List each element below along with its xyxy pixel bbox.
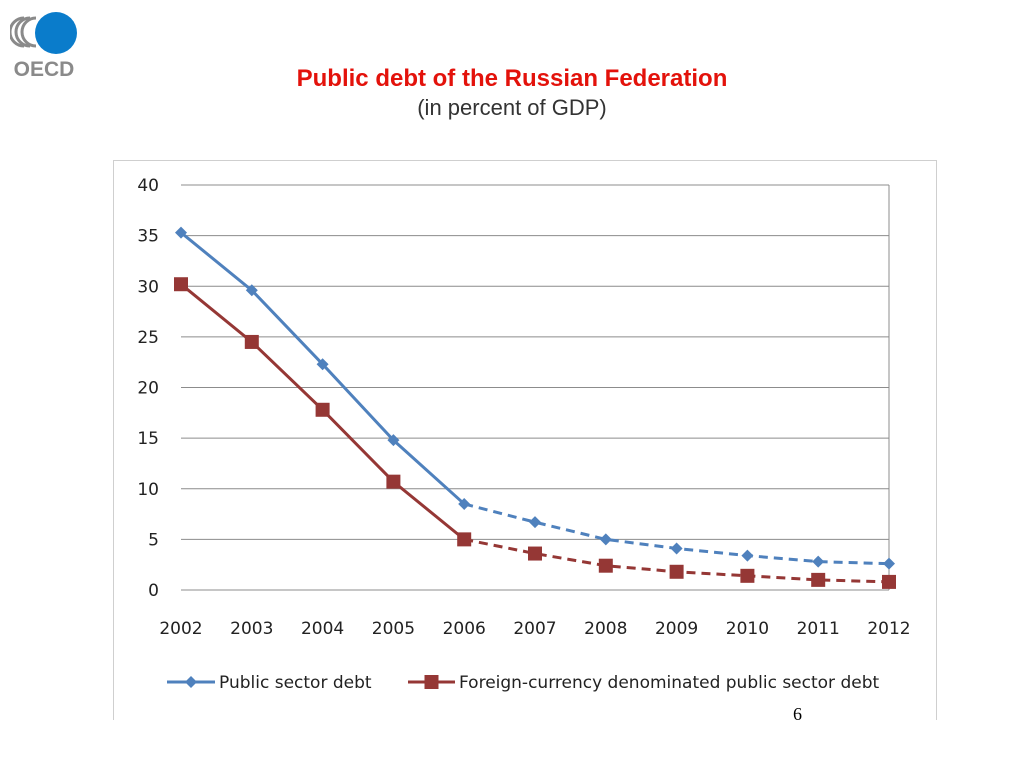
x-tick-label: 2008 [584,619,627,639]
data-point-square [424,675,439,689]
x-tick-label: 2012 [867,619,910,639]
data-point-diamond [175,226,187,239]
data-point-diamond [316,358,329,371]
chart-title: Public debt of the Russian Federation [296,65,728,92]
data-point-square [174,277,188,292]
data-point-diamond [599,533,612,546]
data-point-diamond [741,549,754,562]
data-point-square [740,568,755,583]
y-axis-ticks: 0 5 10 15 20 25 30 35 40 [137,176,159,601]
x-axis-ticks: 2002 2003 2004 2005 2006 2007 2008 2009 2010 2011… [159,619,910,639]
y-tick-label: 35 [137,227,159,247]
y-tick-label: 40 [137,176,159,196]
data-point-square [457,532,472,547]
x-tick-label: 2009 [655,619,698,639]
page-number: 6 [793,704,802,724]
data-point-diamond [387,434,400,447]
data-point-square [598,558,613,573]
series-line-projection [463,502,890,566]
data-point-square [528,546,542,561]
data-point-square [386,474,401,489]
data-point-diamond [529,516,541,529]
x-tick-label: 2006 [443,619,486,639]
series-1 [175,226,895,570]
data-point-diamond [812,555,825,568]
data-point-square [811,572,826,587]
chart-legend: Public sector debt Foreign-currency denom… [167,673,879,693]
data-point-diamond [245,284,258,297]
x-tick-label: 2004 [301,619,344,639]
data-point-square [669,564,684,579]
legend-item: Foreign-currency denominated public sect… [408,673,879,693]
oecd-logo-arcs [10,16,37,48]
x-tick-label: 2003 [230,619,273,639]
chart-subtitle: (in percent of GDP) [417,95,607,120]
y-tick-label: 25 [137,328,159,348]
x-tick-label: 2007 [513,619,556,639]
x-tick-label: 2011 [797,619,840,639]
x-tick-label: 2002 [159,619,202,639]
y-tick-label: 10 [137,480,159,500]
series-2 [174,277,896,589]
y-tick-label: 15 [137,429,159,449]
data-point-diamond [670,542,683,555]
data-point-diamond [185,676,197,688]
y-tick-label: 30 [137,277,159,297]
chart-series [174,226,896,589]
data-point-square [244,334,259,349]
data-point-diamond [458,497,471,510]
oecd-logo: OECD [10,12,77,80]
oecd-logo-circle [35,12,77,54]
chart-grid [181,184,890,591]
x-tick-label: 2005 [372,619,415,639]
chart-frame [113,160,937,720]
data-point-diamond [883,557,895,570]
data-point-square [882,574,896,589]
y-tick-label: 0 [148,581,159,601]
y-tick-label: 20 [137,379,159,399]
x-tick-label: 2010 [726,619,769,639]
y-tick-label: 5 [148,530,159,550]
title-block: Public debt of the Russian Federation (i… [0,64,1024,122]
legend-label: Foreign-currency denominated public sect… [459,673,879,693]
legend-item: Public sector debt [167,673,372,693]
oecd-logo-text: OECD [14,58,75,80]
legend-label: Public sector debt [219,673,372,693]
data-point-square [315,402,330,417]
